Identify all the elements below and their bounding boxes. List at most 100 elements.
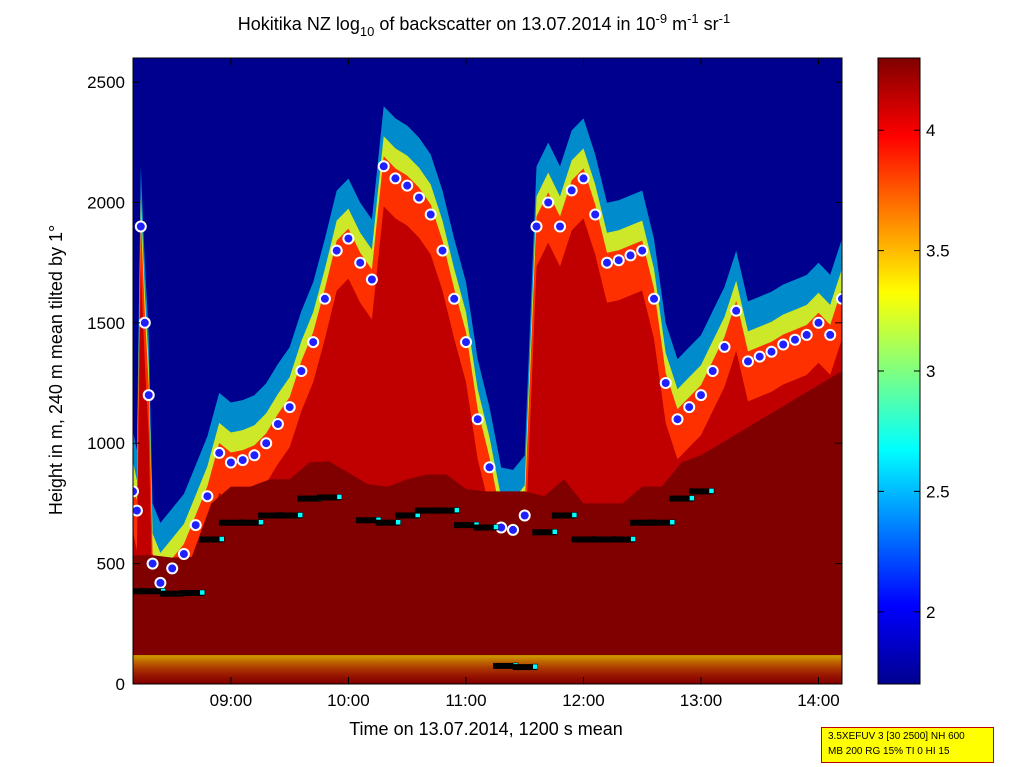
cloud-marker [330, 244, 343, 257]
cloud-marker [742, 355, 754, 368]
layer-marker-bar [630, 519, 655, 526]
cloud-marker [133, 485, 139, 498]
layer-marker-bar [414, 507, 439, 514]
cloud-marker [507, 523, 519, 536]
layer-marker-square [669, 519, 676, 525]
cloud-marker [671, 413, 684, 426]
cloud-marker [765, 345, 778, 358]
layer-marker-square [219, 536, 225, 542]
y-tick-label: 1000 [87, 434, 125, 453]
layer-marker-bar [512, 664, 537, 671]
layer-marker-bar [375, 519, 400, 526]
cloud-marker [659, 377, 672, 389]
layer-marker-bar [218, 519, 243, 526]
plot-frame [132, 57, 843, 685]
surface-layer [133, 655, 842, 684]
layer-marker-square [395, 519, 401, 525]
cloud-marker [530, 220, 543, 233]
x-tick-label: 13:00 [680, 691, 723, 710]
layer-marker-bar [258, 512, 283, 519]
layer-marker-square [532, 663, 538, 670]
layer-marker-square [493, 524, 499, 530]
layer-marker-bar [571, 536, 596, 543]
cloud-marker [307, 336, 320, 349]
layer-marker-bar [179, 590, 204, 596]
y-tick-label: 500 [97, 555, 125, 574]
cloud-marker [460, 336, 472, 349]
cloud-marker [154, 576, 167, 589]
layer-height-markers [133, 488, 715, 671]
cloud-marker [236, 454, 249, 467]
cloud-marker [636, 244, 649, 257]
cloud-marker [836, 292, 842, 305]
cloud-marker [789, 333, 801, 346]
layer-marker-square [571, 512, 578, 518]
cloud-marker [624, 249, 637, 262]
cloud-marker [138, 316, 151, 329]
cloud-marker [248, 449, 261, 462]
cloud-marker [401, 179, 414, 192]
cloud-marker [695, 389, 707, 402]
cloud-marker [177, 548, 190, 560]
info-line-1: 3.5XEFUV 3 [30 2500] NH 600 [828, 731, 965, 742]
cloud-marker [812, 316, 825, 329]
cloud-marker [133, 504, 143, 517]
layer-marker-bar [238, 519, 263, 526]
cloud-marker [648, 292, 660, 305]
colorbar-tick-label: 3.5 [926, 242, 950, 261]
y-tick-label: 2500 [87, 73, 125, 92]
cloud-marker [389, 172, 402, 185]
x-axis-label: Time on 13.07.2014, 1200 s mean [349, 719, 623, 739]
colorbar [878, 58, 920, 684]
layer-marker-square [336, 494, 343, 500]
cloud-marker [565, 184, 578, 197]
cloud-marker [166, 562, 179, 575]
x-tick-label: 14:00 [797, 691, 840, 710]
colorbar-tick-label: 2 [926, 603, 935, 622]
cloud-marker [471, 413, 484, 426]
cloud-marker [577, 172, 590, 185]
x-tick-label: 11:00 [445, 691, 486, 710]
cloud-marker [134, 220, 147, 233]
cloud-marker [283, 401, 296, 414]
cloud-marker [554, 220, 566, 233]
layer-marker-bar [356, 517, 380, 524]
layer-marker-square [708, 488, 715, 494]
layer-marker-bar [532, 529, 557, 536]
layer-marker-bar [493, 662, 518, 669]
layer-marker-bar [473, 524, 498, 531]
layer-marker-bar [133, 588, 145, 595]
cloud-marker [518, 509, 531, 522]
layer-marker-bar [669, 495, 694, 502]
y-tick-label: 1500 [87, 314, 125, 333]
y-tick-label: 2000 [87, 193, 125, 212]
cloud-marker [601, 256, 613, 269]
y-axis-label: Height in m, 240 m mean tilted by 1° [46, 225, 66, 515]
colorbar-tick-label: 4 [926, 121, 935, 140]
layer-marker-bar [140, 588, 165, 595]
x-tick-label: 10:00 [327, 691, 370, 710]
layer-marker-bar [689, 488, 713, 495]
x-tick-label: 09:00 [210, 691, 253, 710]
cloud-marker [436, 244, 449, 257]
layer-marker-bar [610, 536, 635, 543]
layer-marker-bar [297, 495, 322, 502]
cloud-marker [424, 208, 437, 221]
cloud-marker [448, 292, 461, 305]
layer-marker-square [199, 589, 206, 596]
cloud-base-markers [133, 160, 842, 589]
layer-marker-square [297, 512, 303, 518]
y-tick-label: 0 [116, 675, 125, 694]
backscatter-field [133, 106, 842, 684]
colorbar-tick-label: 3 [926, 362, 935, 381]
cloud-marker [354, 256, 367, 269]
colorbar-ticks: 2 2.5 3 3.5 4 [878, 121, 950, 622]
cloud-marker [213, 446, 226, 459]
cloud-marker [612, 254, 625, 267]
cloud-marker [730, 304, 743, 317]
x-tick-label: 12:00 [562, 691, 605, 710]
layer-marker-bar [316, 494, 341, 501]
layer-marker-square [630, 536, 636, 542]
cloud-marker [295, 365, 308, 377]
